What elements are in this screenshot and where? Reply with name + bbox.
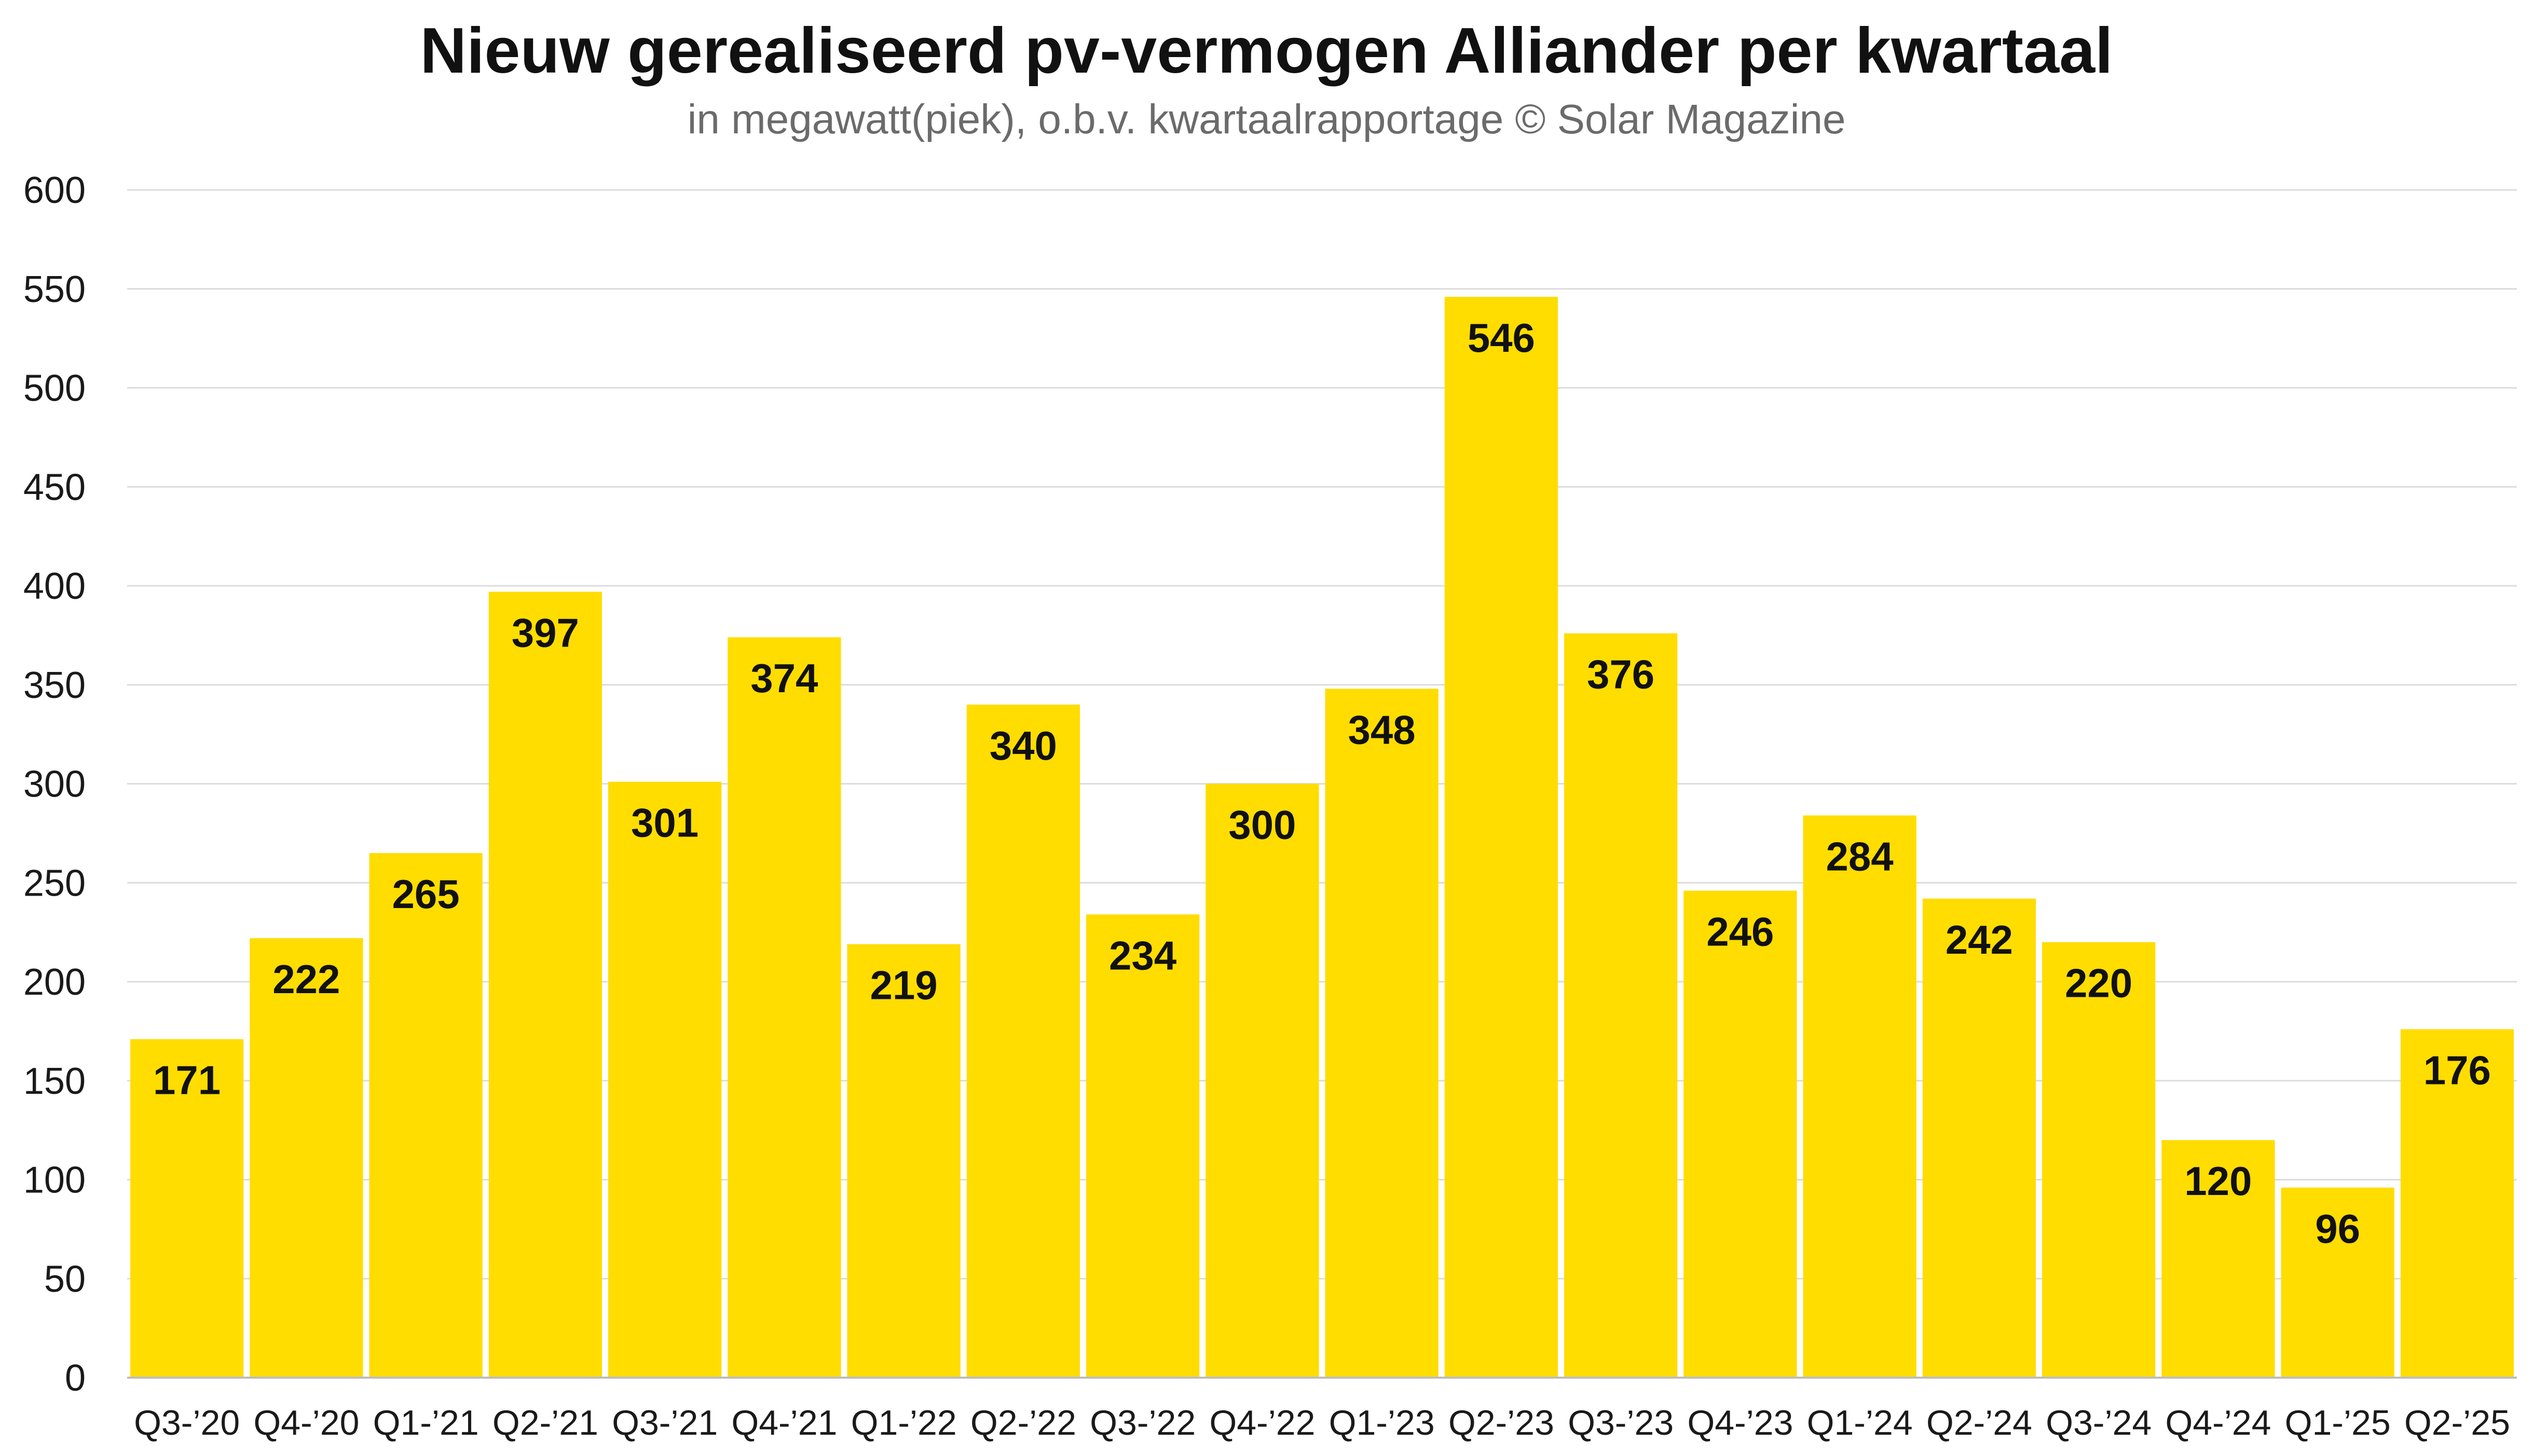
bar [2042,942,2156,1378]
bar-value-label: 220 [2065,960,2132,1006]
x-tick-label: Q2-’22 [970,1403,1076,1443]
y-tick-label: 100 [23,1160,86,1201]
bar [2400,1029,2514,1378]
y-tick-label: 500 [23,368,86,409]
bar-value-label: 120 [2184,1158,2252,1204]
bar [728,637,841,1378]
x-tick-label: Q3-’20 [134,1403,240,1443]
bar [1325,689,1439,1378]
bar-value-label: 265 [392,871,460,917]
bar [369,853,483,1378]
bar-value-label: 376 [1587,652,1654,697]
bar [250,938,363,1378]
bar-value-label: 242 [1946,917,2013,963]
bar-value-label: 301 [631,800,699,846]
bar-value-label: 348 [1348,707,1416,752]
bar [1086,914,1200,1378]
x-tick-label: Q2-’21 [492,1403,598,1443]
chart-subtitle: in megawatt(piek), o.b.v. kwartaalrappor… [687,96,1846,142]
y-tick-label: 250 [23,862,86,904]
y-tick-label: 450 [23,466,86,508]
bar [2161,1140,2275,1378]
x-tick-label: Q4-’23 [1687,1403,1793,1443]
y-tick-label: 50 [44,1258,86,1300]
x-tick-label: Q3-’21 [612,1403,718,1443]
x-tick-label: Q3-’22 [1090,1403,1196,1443]
x-tick-label: Q1-’24 [1807,1403,1913,1443]
bar [1803,815,1916,1378]
x-tick-label: Q1-’25 [2285,1403,2391,1443]
x-tick-label: Q2-’25 [2404,1403,2510,1443]
bar-value-label: 234 [1109,932,1176,978]
bar [608,781,722,1378]
bar-value-label: 222 [272,956,340,1002]
chart-title: Nieuw gerealiseerd pv-vermogen Alliander… [420,15,2113,87]
y-tick-label: 400 [23,566,86,607]
x-tick-label: Q1-’23 [1329,1403,1435,1443]
bar [130,1039,244,1378]
bar [1564,633,1678,1378]
y-tick-label: 550 [23,269,86,310]
x-tick-label: Q4-’22 [1209,1403,1315,1443]
bar-value-label: 340 [990,723,1057,768]
x-tick-label: Q1-’22 [851,1403,957,1443]
y-tick-label: 300 [23,764,86,805]
x-tick-label: Q4-’21 [731,1403,837,1443]
bar-value-label: 219 [870,963,938,1008]
bar [1683,890,1797,1378]
bar-value-label: 96 [2315,1206,2360,1252]
bar-value-label: 300 [1228,802,1296,848]
bar-value-label: 374 [750,655,818,701]
bar [1922,898,2036,1378]
y-tick-label: 600 [23,170,86,211]
bar [1206,784,1319,1378]
bar-value-label: 171 [153,1057,221,1103]
y-tick-label: 350 [23,665,86,706]
x-tick-label: Q2-’23 [1448,1403,1554,1443]
bar-value-label: 397 [512,610,579,655]
bar-value-label: 176 [2424,1048,2491,1093]
bar-value-label: 284 [1826,834,1894,880]
x-tick-label: Q2-’24 [1926,1403,2032,1443]
bar-value-label: 246 [1706,909,1774,955]
x-tick-label: Q1-’21 [373,1403,479,1443]
bar-value-label: 546 [1468,315,1535,361]
x-tick-label: Q4-’24 [2165,1403,2271,1443]
bar [488,592,602,1378]
bar [966,704,1080,1378]
y-tick-label: 200 [23,961,86,1003]
y-tick-label: 150 [23,1061,86,1102]
y-tick-label: 0 [65,1357,86,1399]
bar [2281,1187,2394,1378]
x-tick-label: Q4-’20 [253,1403,359,1443]
x-tick-label: Q3-’24 [2046,1403,2152,1443]
x-tick-label: Q3-’23 [1568,1403,1674,1443]
bar [847,944,961,1378]
bar [1444,297,1558,1378]
